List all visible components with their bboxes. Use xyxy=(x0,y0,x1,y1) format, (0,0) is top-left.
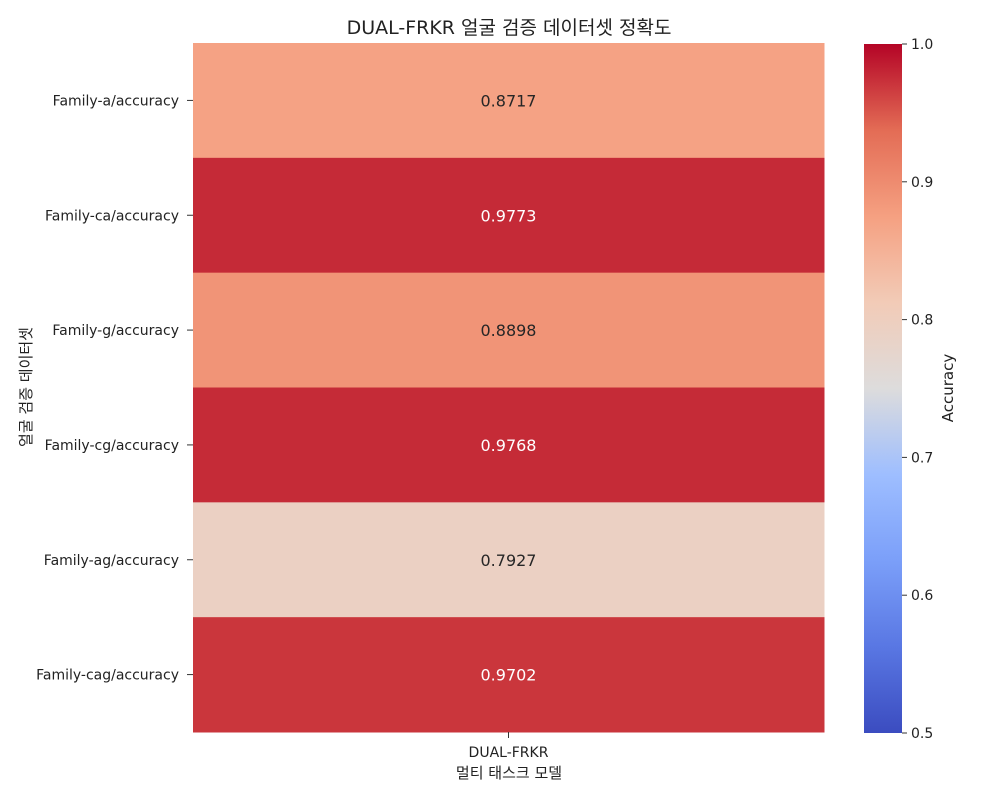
y-tick-label: Family-cg/accuracy xyxy=(45,438,179,454)
y-tick-labels: Family-a/accuracy Family-ca/accuracy Famil… xyxy=(36,93,193,684)
colorbar-tick-label: 1.0 xyxy=(911,37,933,53)
heatmap-cell xyxy=(193,272,825,388)
x-tick-label: DUAL-FRKR xyxy=(469,745,549,761)
colorbar-tick-label: 0.8 xyxy=(911,313,933,329)
heatmap-cell xyxy=(193,617,825,733)
colorbar-ticks: 0.5 0.6 0.7 0.8 0.9 1.0 xyxy=(902,37,933,742)
colorbar-tick-label: 0.6 xyxy=(911,588,933,604)
cell-value-label: 0.8717 xyxy=(481,91,537,110)
colorbar-label: Accuracy xyxy=(939,354,957,423)
heatmap-cell xyxy=(193,502,825,618)
y-tick-label: Family-a/accuracy xyxy=(53,93,179,109)
x-tick-labels: DUAL-FRKR xyxy=(469,732,549,761)
chart-title: DUAL-FRKR 얼굴 검증 데이터셋 정확도 xyxy=(347,17,672,39)
cell-value-label: 0.9773 xyxy=(481,206,537,225)
heatmap-cell xyxy=(193,387,825,503)
colorbar-tick-label: 0.9 xyxy=(911,175,933,191)
cell-value-label: 0.9702 xyxy=(481,666,537,685)
heatmap-cell xyxy=(193,157,825,274)
y-tick-label: Family-cag/accuracy xyxy=(36,668,179,684)
cell-value-label: 0.8898 xyxy=(481,321,537,340)
heatmap-cell xyxy=(193,43,825,159)
colorbar xyxy=(864,44,902,733)
y-axis-label: 얼굴 검증 데이터셋 xyxy=(17,327,35,447)
cell-value-label: 0.7927 xyxy=(481,551,537,570)
colorbar-tick-label: 0.5 xyxy=(911,726,933,742)
y-tick-label: Family-ca/accuracy xyxy=(45,208,179,224)
cell-value-label: 0.9768 xyxy=(481,436,537,455)
heatmap-cells xyxy=(193,43,825,733)
colorbar-tick-label: 0.7 xyxy=(911,450,933,466)
y-tick-label: Family-ag/accuracy xyxy=(44,553,179,569)
heatmap-cell-labels: 0.8717 0.9773 0.8898 0.9768 0.7927 0.9702 xyxy=(481,91,537,684)
y-tick-label: Family-g/accuracy xyxy=(52,323,179,339)
x-axis-label: 멀티 태스크 모델 xyxy=(456,764,562,782)
